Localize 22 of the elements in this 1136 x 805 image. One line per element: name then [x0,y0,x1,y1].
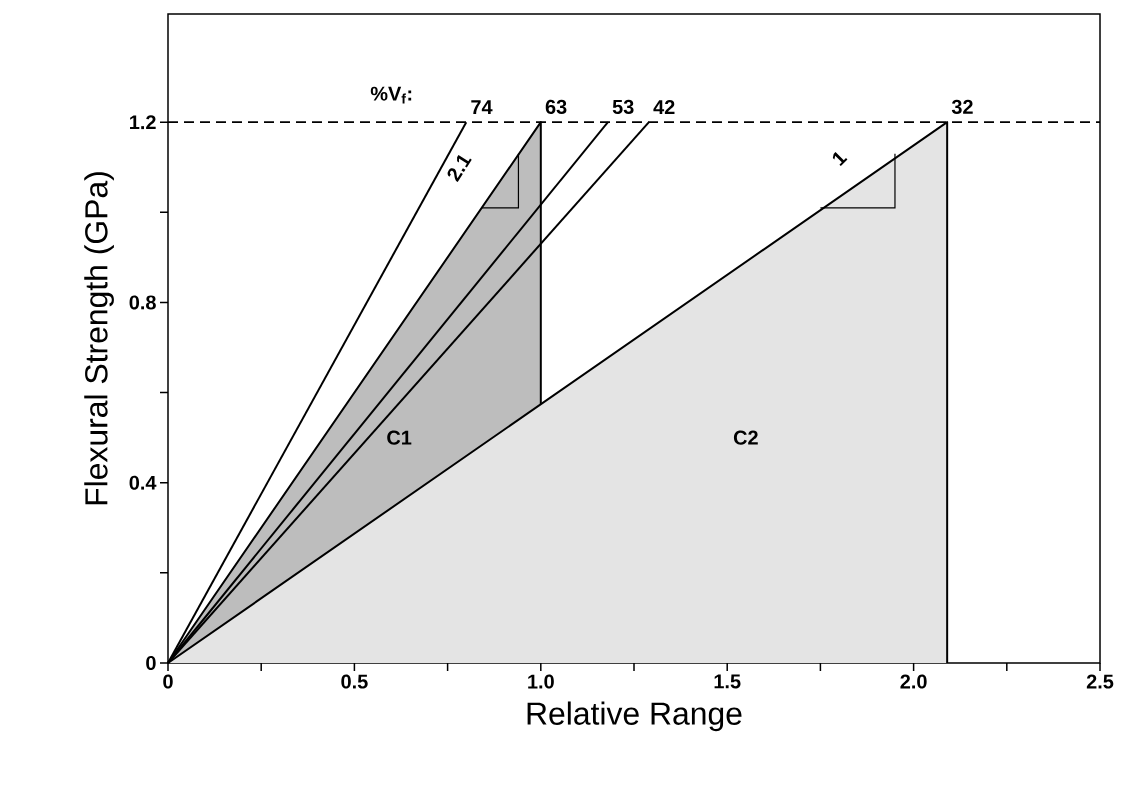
annotation: C2 [733,430,758,445]
series-label: 63 [545,99,567,114]
x-axis-title: Relative Range [527,701,742,732]
y-tick-label: 0.8 [129,295,156,310]
x-tick-label: 1.5 [714,674,741,689]
series-label: 74 [471,100,493,114]
x-tick-label: 2.5 [1086,674,1114,689]
series-label: 42 [653,100,675,114]
y-axis-title: Flexural Strength (GPa) [84,172,114,505]
annotation: 1 [832,152,848,167]
y-tick-label: 0.4 [129,475,157,490]
y-tick-label: 1.2 [130,115,156,130]
annotation: 2.1 [447,155,472,183]
series-label: 32 [951,99,973,114]
annotation: %V$_{f}$: [370,86,412,104]
y-tick-label: 0 [146,655,156,671]
x-tick-label: 1.0 [528,674,554,689]
x-tick-label: 2.0 [900,674,927,689]
series-label: 53 [612,99,634,114]
x-tick-label: 0.5 [341,674,368,689]
x-tick-label: 0 [163,674,173,689]
annotation: C1 [387,430,412,445]
